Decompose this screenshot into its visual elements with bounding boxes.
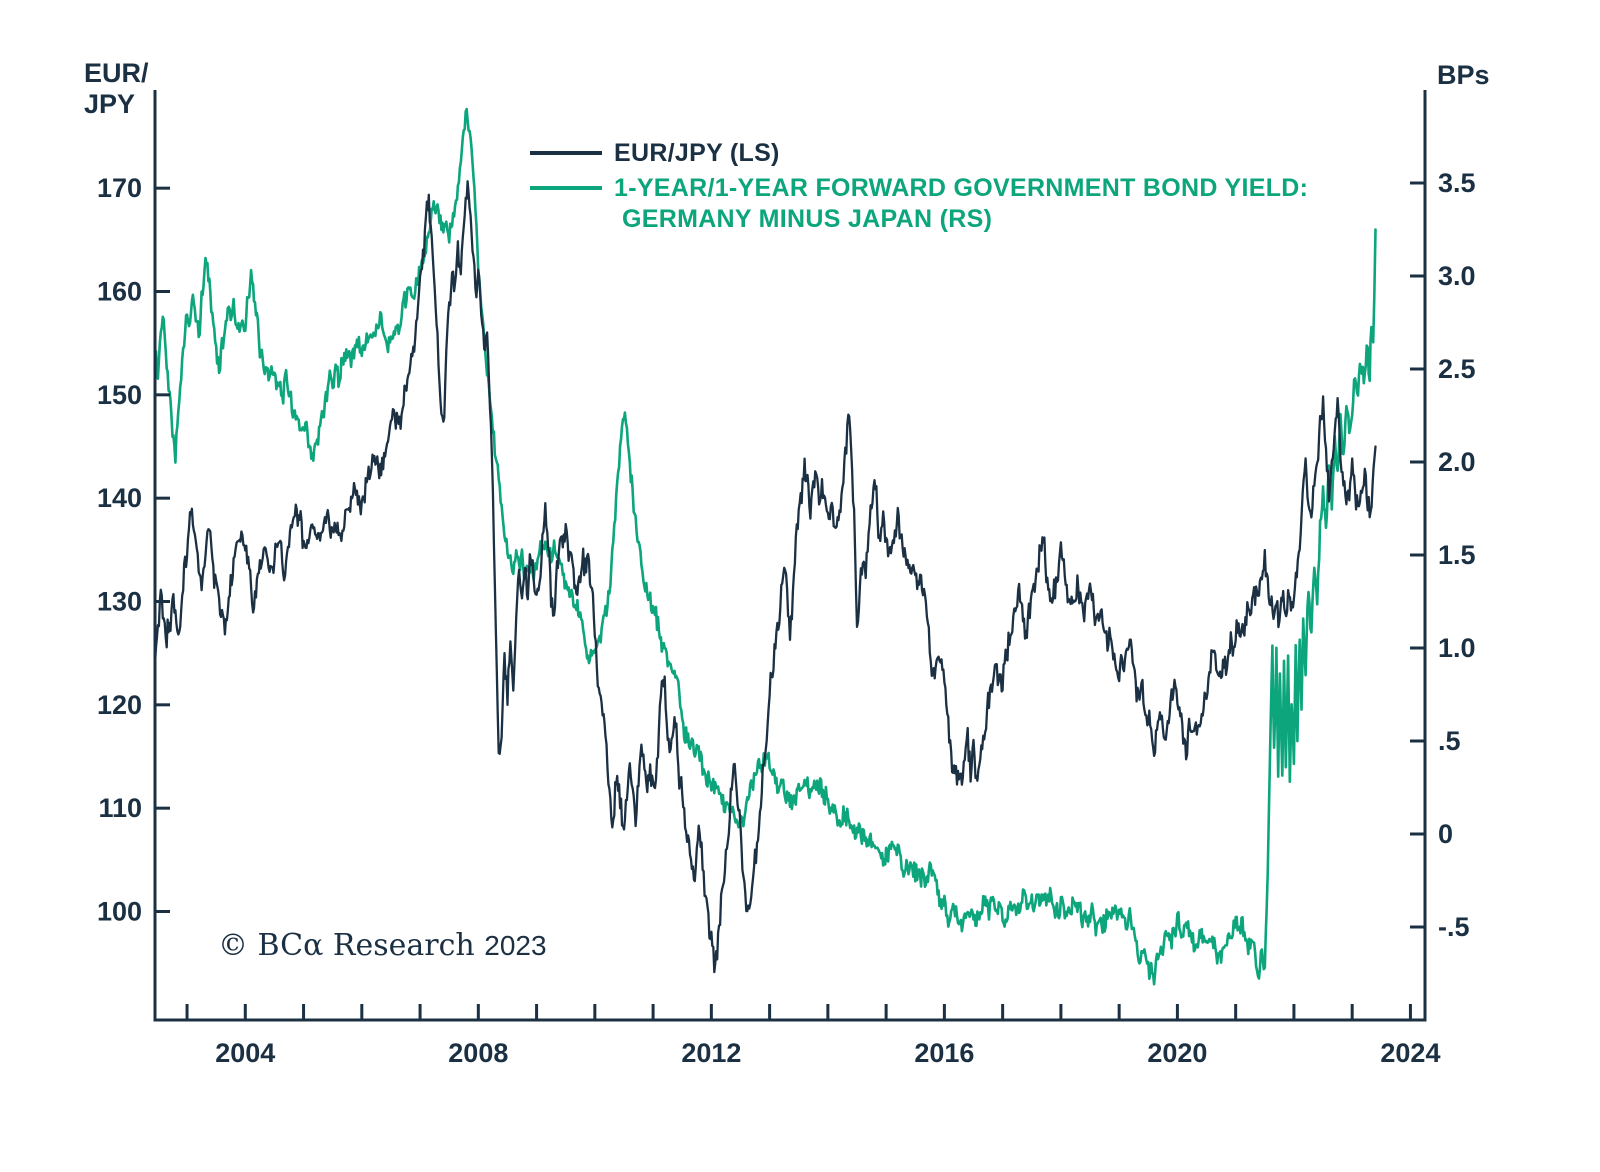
svg-text:0: 0 xyxy=(1438,819,1453,849)
svg-text:110: 110 xyxy=(98,793,142,823)
left-axis-title-line2: JPY xyxy=(84,89,136,119)
svg-text:2020: 2020 xyxy=(1147,1038,1207,1068)
svg-text:2.5: 2.5 xyxy=(1438,354,1476,384)
svg-text:130: 130 xyxy=(97,587,142,617)
right-axis-title: BPs xyxy=(1437,60,1490,90)
bond-yield-legend-line1: 1-YEAR/1-YEAR FORWARD GOVERNMENT BOND YI… xyxy=(614,174,1309,202)
eurjpy-legend-label: EUR/JPY (LS) xyxy=(614,139,780,167)
svg-text:120: 120 xyxy=(97,690,142,720)
legend-entry-bond-yield: 1-YEAR/1-YEAR FORWARD GOVERNMENT BOND YI… xyxy=(530,173,1308,235)
copyright-notice: © BCα Research 2023 xyxy=(218,928,547,963)
bond-yield-line-swatch xyxy=(530,186,602,190)
bond-yield-legend-line2: GERMANY MINUS JAPAN (RS) xyxy=(622,205,993,233)
svg-text:160: 160 xyxy=(97,277,142,307)
svg-text:2016: 2016 xyxy=(914,1038,974,1068)
left-axis-title-line1: EUR/ xyxy=(84,58,149,88)
svg-text:2008: 2008 xyxy=(448,1038,508,1068)
svg-text:170: 170 xyxy=(97,173,142,203)
bond-yield-legend-label: 1-YEAR/1-YEAR FORWARD GOVERNMENT BOND YI… xyxy=(614,173,1308,235)
svg-text:1.0: 1.0 xyxy=(1438,633,1476,663)
legend-entry-eurjpy: EUR/JPY (LS) xyxy=(530,138,1308,169)
svg-text:-.5: -.5 xyxy=(1438,912,1470,942)
svg-text:2012: 2012 xyxy=(681,1038,741,1068)
svg-text:3.5: 3.5 xyxy=(1438,168,1476,198)
svg-text:2.0: 2.0 xyxy=(1438,447,1476,477)
svg-text:1.5: 1.5 xyxy=(1438,540,1476,570)
eurjpy-line-swatch xyxy=(530,151,602,155)
svg-text:150: 150 xyxy=(97,380,142,410)
left-axis-title: EUR/ JPY xyxy=(84,58,149,120)
svg-text:140: 140 xyxy=(97,483,142,513)
svg-text:2024: 2024 xyxy=(1380,1038,1440,1068)
svg-text:.5: .5 xyxy=(1438,726,1461,756)
svg-text:100: 100 xyxy=(97,897,142,927)
copyright-year: 2023 xyxy=(484,930,547,961)
svg-text:2004: 2004 xyxy=(215,1038,275,1068)
copyright-name: © BCα Research xyxy=(218,928,475,963)
svg-text:3.0: 3.0 xyxy=(1438,261,1476,291)
legend: EUR/JPY (LS) 1-YEAR/1-YEAR FORWARD GOVER… xyxy=(530,138,1308,239)
